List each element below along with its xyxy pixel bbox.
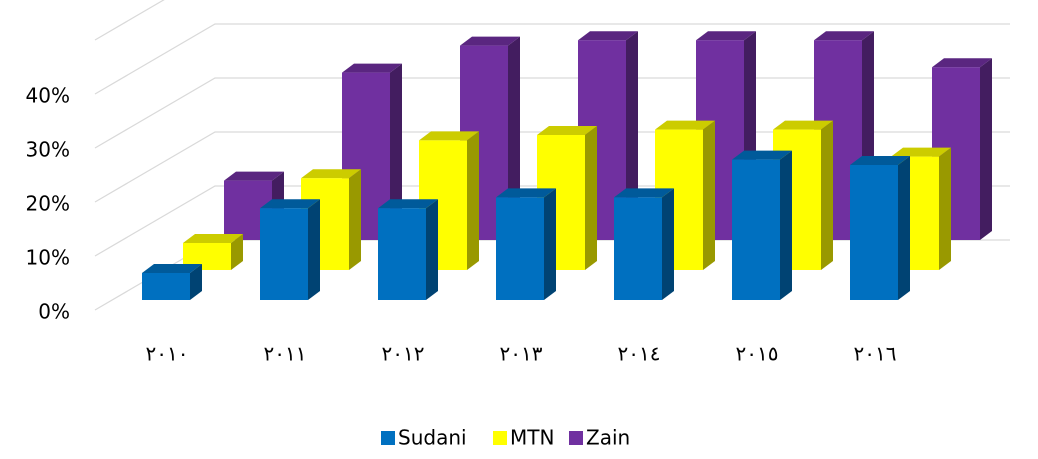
legend-swatch — [493, 431, 507, 445]
bar-top — [891, 147, 951, 157]
bar — [496, 188, 556, 300]
bar-top — [814, 31, 874, 41]
bar-side — [544, 188, 556, 300]
bar-side — [662, 188, 674, 300]
bar — [850, 156, 910, 300]
bar-front — [614, 197, 662, 300]
bar-side — [467, 131, 479, 270]
bar-front — [496, 197, 544, 300]
x-tick-label: ٢٠١٢ — [382, 342, 425, 366]
bar-side — [308, 199, 320, 300]
grid-line — [94, 0, 165, 41]
bar-top — [260, 199, 320, 209]
bar-side — [703, 120, 715, 270]
bar-top — [932, 58, 992, 68]
bar-side — [626, 31, 638, 241]
bar-top — [578, 31, 638, 41]
x-tick-label: ٢٠١١ — [264, 342, 307, 366]
bar — [260, 199, 320, 300]
bar-top — [183, 234, 243, 243]
bar-side — [349, 169, 361, 270]
y-tick-label: 40% — [26, 84, 70, 108]
y-tick-label: 10% — [26, 246, 70, 270]
y-tick-label: 20% — [26, 192, 70, 216]
x-tick-label: ٢٠١٥ — [736, 342, 779, 366]
bar-top — [301, 169, 361, 179]
bar-top — [732, 150, 792, 160]
y-tick-label: 0% — [38, 300, 70, 324]
bar — [142, 264, 202, 300]
bar-side — [231, 234, 243, 270]
bar-top — [460, 36, 520, 46]
bar-side — [939, 147, 951, 270]
legend: Sudani MTN Zain — [381, 426, 630, 450]
bar-side — [426, 199, 438, 300]
bar-top — [496, 188, 556, 198]
bar-top — [378, 199, 438, 209]
legend-label: MTN — [510, 426, 554, 450]
bar-top — [655, 120, 715, 130]
bar-top — [696, 31, 756, 41]
grid-line — [94, 23, 1010, 95]
bar — [342, 63, 402, 240]
x-tick-label: ٢٠١٠ — [146, 342, 189, 366]
bar-front — [142, 273, 190, 300]
bar-top — [537, 126, 597, 135]
bar — [732, 150, 792, 300]
bar-top — [850, 156, 910, 165]
bar-side — [780, 150, 792, 300]
y-tick-label: 30% — [26, 138, 70, 162]
bar-top — [142, 264, 202, 273]
bar-top — [342, 63, 402, 73]
bar-front — [732, 159, 780, 300]
legend-swatch — [569, 431, 583, 445]
x-tick-label: ٢٠١٦ — [854, 342, 897, 366]
legend-label: Zain — [586, 426, 630, 450]
bar-top — [419, 131, 479, 141]
bar-side — [390, 63, 402, 240]
bar-side — [898, 156, 910, 300]
legend-label: Sudani — [398, 426, 467, 450]
bar-side — [585, 126, 597, 270]
bar-top — [773, 120, 833, 130]
legend-swatch — [381, 431, 395, 445]
bar — [378, 199, 438, 300]
bar-side — [821, 120, 833, 270]
bar-top — [614, 188, 674, 198]
bar-side — [980, 58, 992, 241]
x-tick-label: ٢٠١٤ — [618, 342, 661, 366]
bar-top — [224, 171, 284, 181]
x-tick-label: ٢٠١٣ — [500, 342, 543, 366]
bar-side — [190, 264, 202, 300]
bar-front — [378, 208, 426, 300]
bar-front — [850, 165, 898, 300]
bar-front — [260, 208, 308, 300]
bar — [614, 188, 674, 300]
